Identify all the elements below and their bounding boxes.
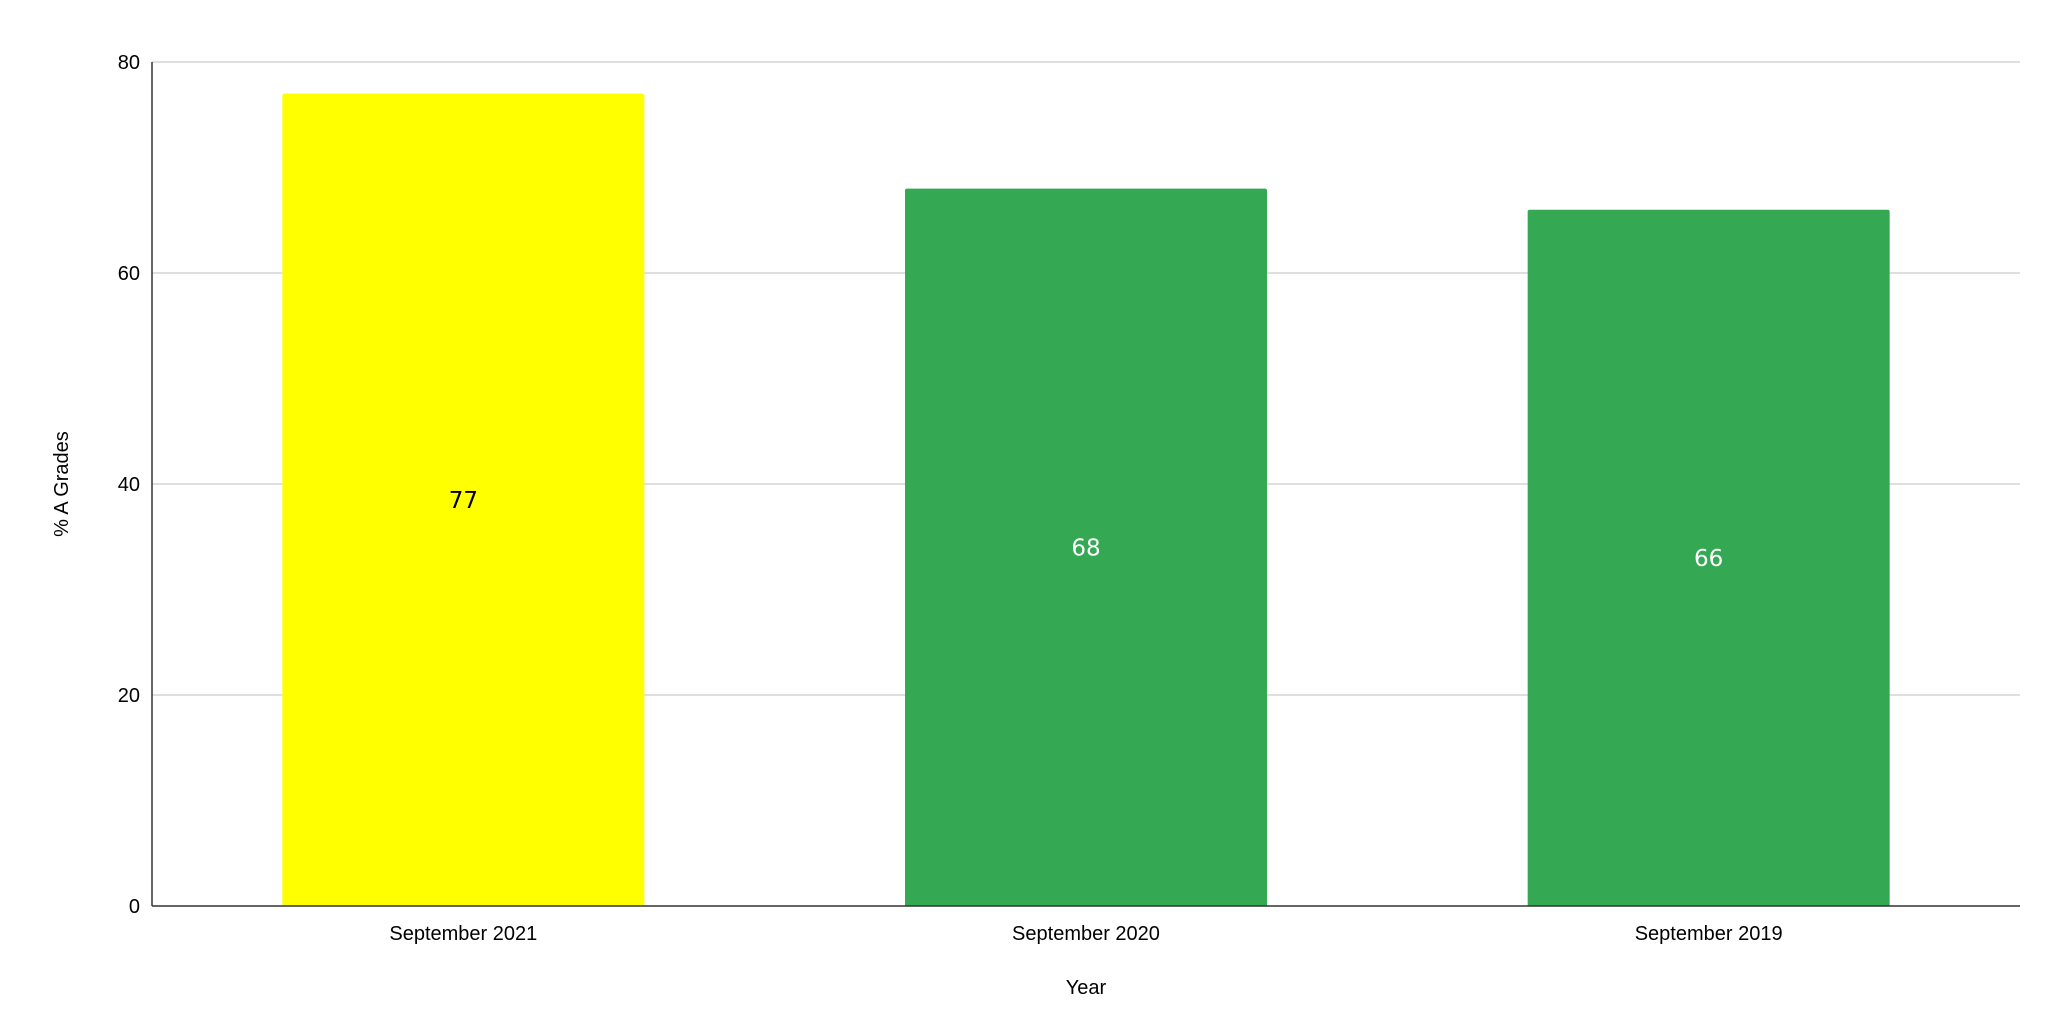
bars xyxy=(282,93,1890,907)
x-tick-label: September 2021 xyxy=(389,923,537,945)
x-tick-labels: September 2021 September 2020 September 20… xyxy=(389,923,1782,945)
bar xyxy=(1527,209,1890,906)
y-tick-label: 20 xyxy=(118,685,140,707)
y-tick-label: 40 xyxy=(118,474,140,496)
x-tick-label: September 2019 xyxy=(1635,923,1783,945)
y-axis-title: % A Grades xyxy=(51,431,73,537)
data-label: 66 xyxy=(1694,546,1723,572)
data-label: 68 xyxy=(1071,535,1100,561)
y-tick-label: 80 xyxy=(118,52,140,74)
x-axis-title: Year xyxy=(1066,977,1107,999)
y-tick-label: 0 xyxy=(129,896,140,918)
bar xyxy=(905,188,1267,907)
bar xyxy=(282,93,645,906)
data-label: 77 xyxy=(449,488,478,514)
y-tick-labels: 0 20 40 60 80 xyxy=(118,52,140,918)
data-labels: 77 68 66 xyxy=(449,488,1724,572)
y-tick-label: 60 xyxy=(118,263,140,285)
axes xyxy=(151,62,2020,907)
x-tick-label: September 2020 xyxy=(1012,923,1160,945)
